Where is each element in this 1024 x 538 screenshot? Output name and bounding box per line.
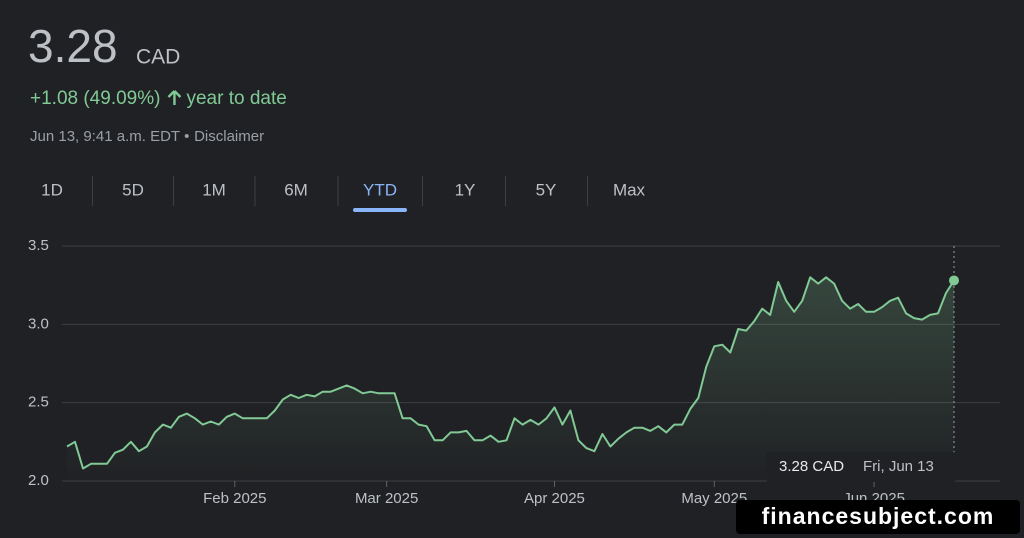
change-period: year to date	[186, 88, 286, 109]
tooltip-price: 3.28 CAD	[779, 458, 844, 475]
range-tab[interactable]: 5Y	[536, 180, 557, 199]
current-point	[949, 275, 959, 286]
tooltip-box	[766, 452, 956, 482]
range-tab[interactable]: 1Y	[455, 180, 476, 199]
currency: CAD	[136, 46, 180, 69]
disclaimer-link[interactable]: Disclaimer	[194, 128, 264, 145]
range-tab[interactable]: 1D	[41, 180, 63, 199]
x-tick-label: Mar 2025	[355, 490, 418, 507]
change: +1.08 (49.09%)	[30, 88, 160, 109]
tooltip-date: Fri, Jun 13	[863, 458, 934, 475]
range-tab[interactable]: 6M	[284, 180, 308, 199]
y-tick-label: 3.5	[28, 237, 49, 254]
range-tab[interactable]: 5D	[122, 180, 144, 199]
watermark-box	[736, 500, 1020, 534]
price-line	[66, 276, 955, 470]
up-arrow-icon	[167, 90, 182, 105]
range-tab[interactable]: Max	[613, 180, 646, 199]
x-tick-label: Apr 2025	[524, 490, 585, 507]
tab-underline	[353, 208, 407, 212]
y-tick-label: 3.0	[28, 315, 49, 332]
range-tab[interactable]: 1M	[202, 180, 226, 199]
y-tick-label: 2.0	[28, 472, 49, 489]
separator: •	[184, 128, 189, 145]
area-fill	[67, 277, 954, 481]
x-tick-label: Feb 2025	[203, 490, 266, 507]
timestamp: Jun 13, 9:41 a.m. EDT	[30, 128, 180, 145]
range-tab[interactable]: YTD	[363, 180, 397, 199]
y-tick-label: 2.5	[28, 394, 49, 411]
price: 3.28	[28, 20, 118, 72]
x-tick-label: May 2025	[681, 490, 747, 507]
watermark: financesubject.com	[762, 503, 995, 529]
